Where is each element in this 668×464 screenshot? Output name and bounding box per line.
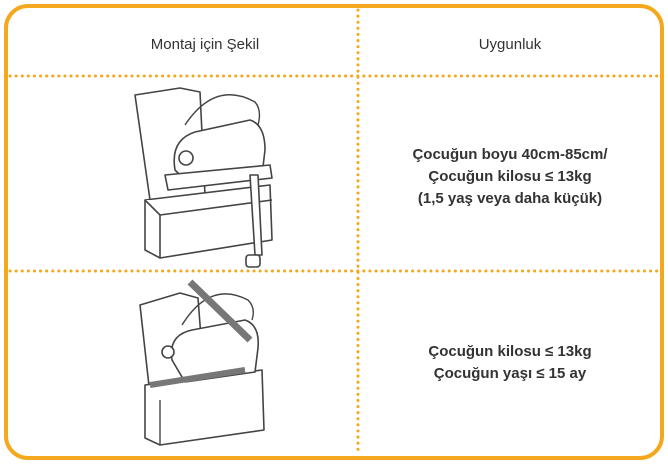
suitability-text: (1,5 yaş veya daha küçük) [418,190,602,207]
illustration-belt [139,279,265,446]
illustration-isofix [134,87,273,268]
suitability-text: Çocuğun boyu 40cm-85cm/ [412,146,608,163]
column-header: Uygunluk [479,36,542,53]
suitability-text: Çocuğun yaşı ≤ 15 ay [434,365,587,382]
column-header: Montaj için Şekil [151,36,259,53]
suitability-text: Çocuğun kilosu ≤ 13kg [428,168,591,185]
suitability-cells: Çocuğun boyu 40cm-85cm/Çocuğun kilosu ≤ … [412,146,608,382]
table-border [4,4,664,460]
suitability-text: Çocuğun kilosu ≤ 13kg [428,343,591,360]
